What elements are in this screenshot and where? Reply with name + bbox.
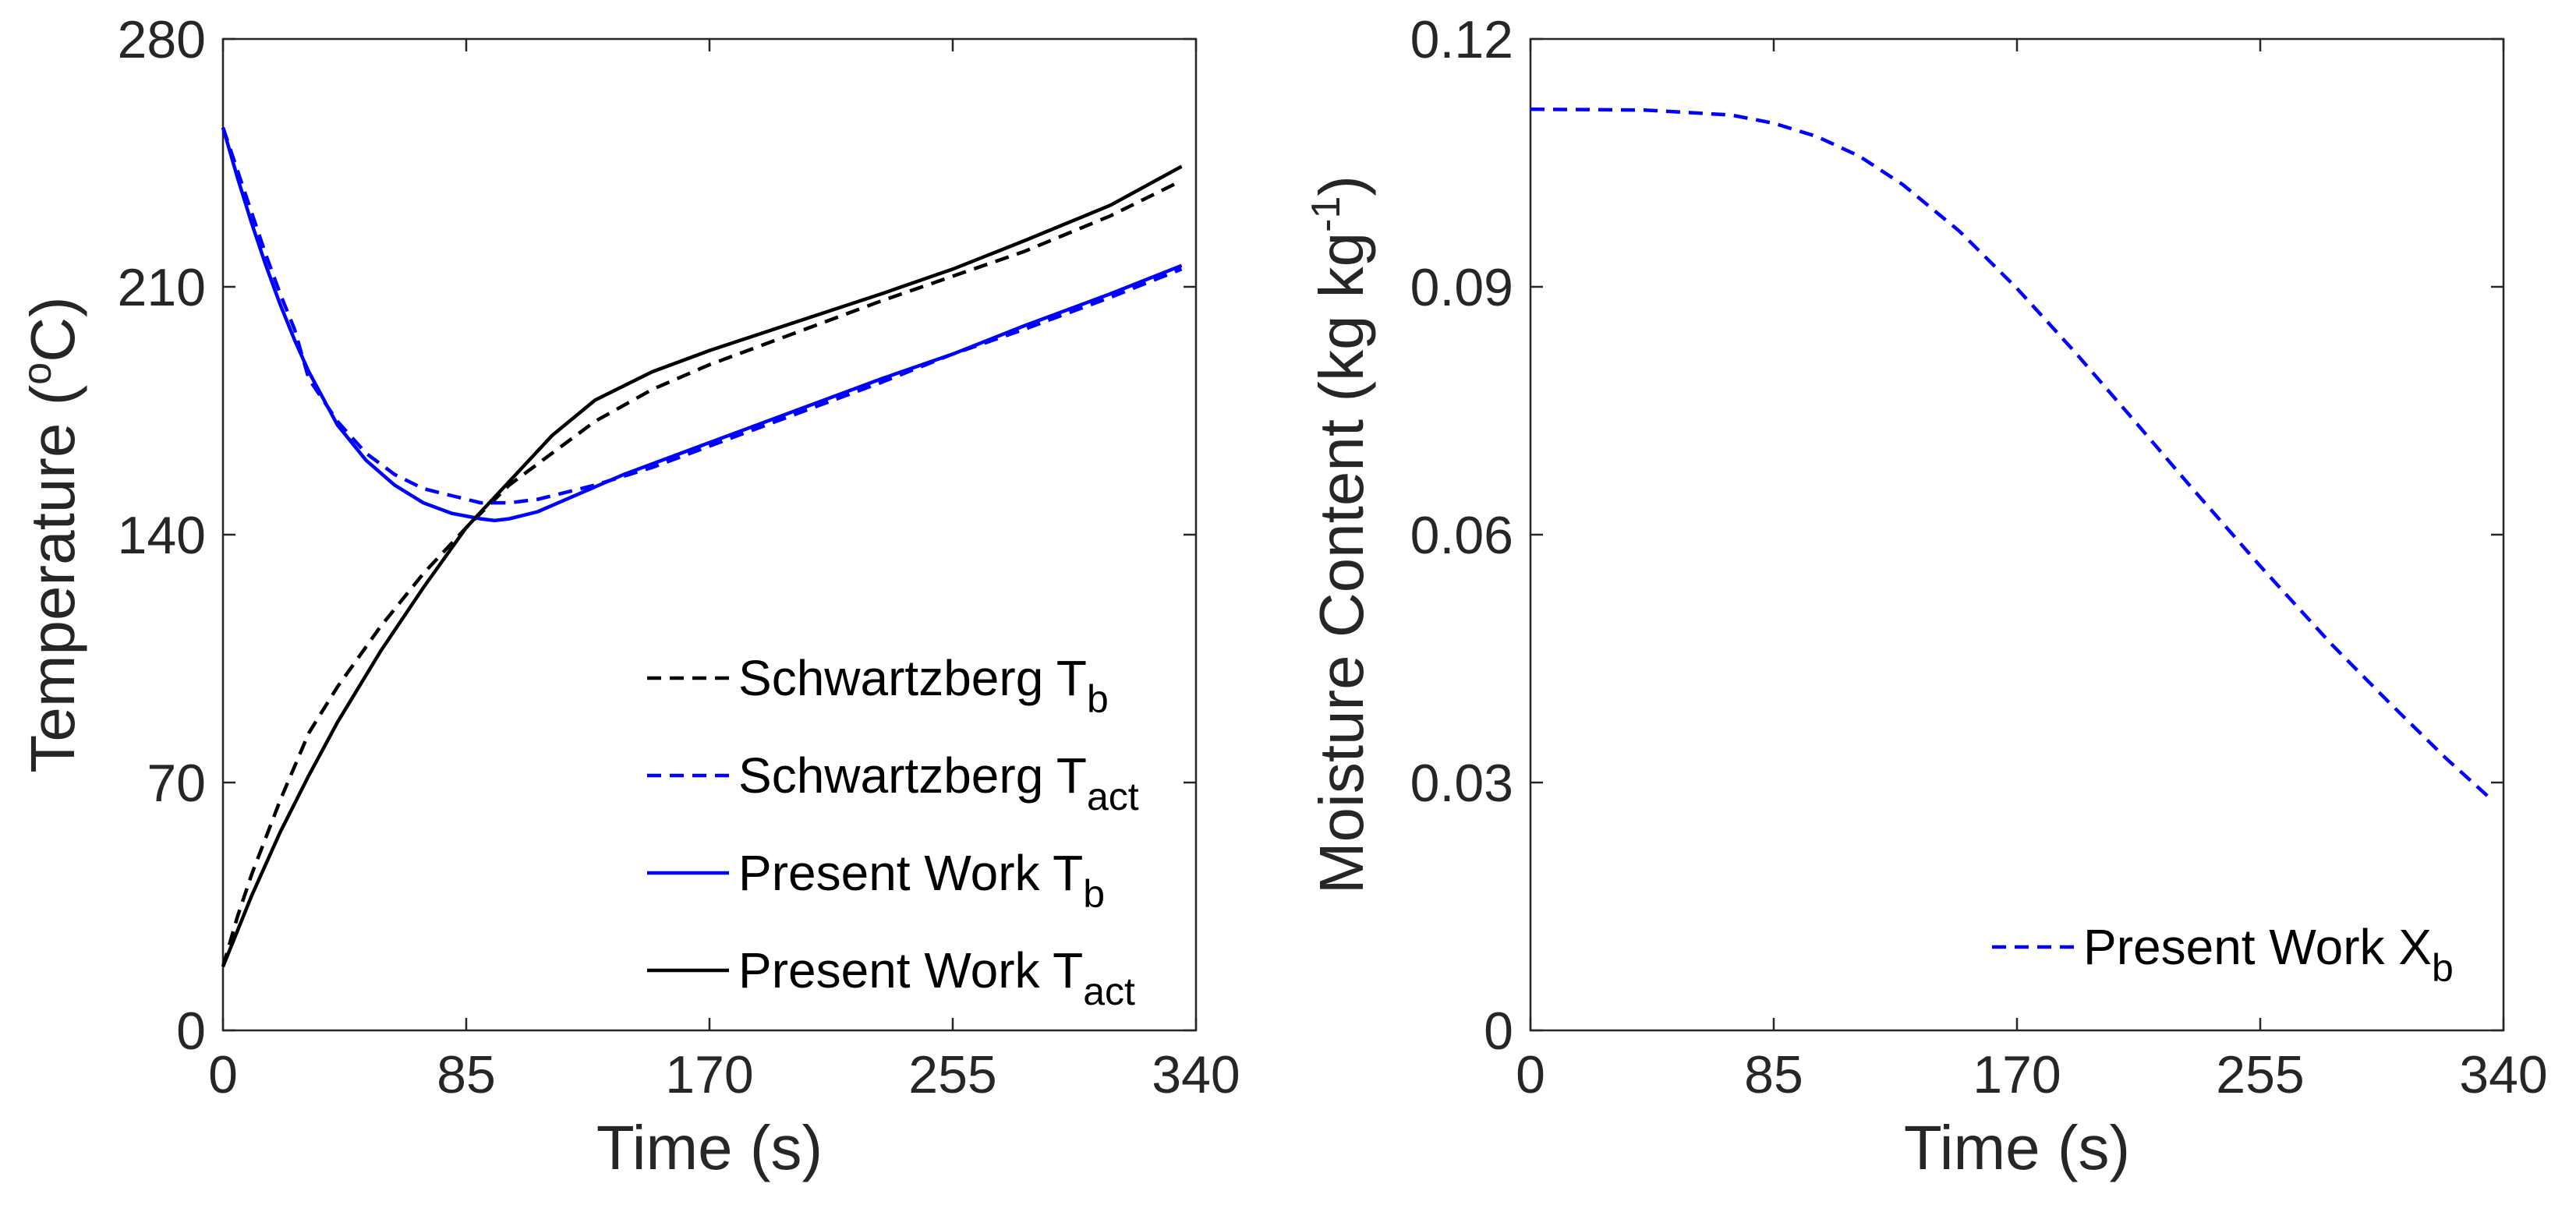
temperature-series-line-3 — [221, 126, 1183, 523]
temperature-x-tick-label: 340 — [1152, 1045, 1240, 1104]
temperature-chart: 0 85 170 255 340 0 70 140 210 280 Time (s) Temper… — [15, 10, 1240, 1182]
temperature-y-tick-label: 280 — [118, 10, 206, 69]
moisture-y-tick-label: 0 — [1484, 1002, 1513, 1061]
temperature-legend-name: Schwartzberg T — [738, 650, 1087, 706]
moisture-y-tick-label: 0.12 — [1410, 10, 1513, 69]
temperature-series-lines — [221, 126, 1183, 968]
moisture-y-axis-label-sup: -1 — [1304, 196, 1349, 232]
moisture-series-line-1 — [1530, 107, 2491, 799]
moisture-x-axis-label: Time (s) — [1904, 1113, 2130, 1182]
moisture-x-tick-label: 0 — [1516, 1045, 1545, 1104]
temperature-legend-name: Present Work T — [738, 942, 1083, 998]
temperature-legend-label: Present Work Tb — [738, 845, 1105, 916]
moisture-x-tick-label: 340 — [2459, 1045, 2547, 1104]
moisture-ticks: 0 85 170 255 340 0 0.03 0.06 0.09 0.12 — [1410, 10, 2548, 1104]
temperature-legend-name: Present Work T — [738, 845, 1083, 901]
moisture-y-tick-label: 0.06 — [1410, 506, 1513, 565]
moisture-legend-subscript: b — [2432, 946, 2454, 990]
temperature-legend-label: Present Work Tact — [738, 942, 1135, 1013]
temperature-ticks: 0 85 170 255 340 0 70 140 210 280 — [118, 10, 1240, 1104]
moisture-plot-frame — [1529, 37, 2505, 1032]
moisture-legend-name: Present Work X — [2083, 919, 2432, 975]
temperature-y-axis-label-unit: C) — [18, 296, 87, 362]
moisture-legend: Present Work Xb — [1992, 919, 2454, 990]
temperature-x-tick-label: 170 — [665, 1045, 753, 1104]
temperature-x-axis-label: Time (s) — [596, 1113, 823, 1182]
moisture-series-lines — [1530, 107, 2491, 799]
temperature-legend-subscript: b — [1087, 677, 1109, 721]
temperature-legend-label: Schwartzberg Tb — [738, 650, 1109, 721]
temperature-legend-subscript: act — [1083, 970, 1135, 1013]
temperature-y-tick-label: 70 — [147, 754, 206, 813]
temperature-series-line-2 — [221, 126, 1183, 505]
moisture-legend-label: Present Work Xb — [2083, 919, 2454, 990]
temperature-legend-subscript: act — [1087, 775, 1139, 818]
moisture-y-tick-label: 0.09 — [1410, 258, 1513, 317]
moisture-y-axis-label-text: Moisture Content (kg kg — [1307, 232, 1376, 894]
moisture-y-tick-label: 0.03 — [1410, 754, 1513, 813]
temperature-y-tick-label: 0 — [176, 1002, 206, 1061]
temperature-y-axis-label-text: Temperature ( — [18, 384, 87, 772]
moisture-y-axis-label: Moisture Content (kg kg-1) — [1304, 175, 1376, 894]
temperature-y-axis-label: Temperature (oC) — [15, 296, 87, 772]
temperature-legend-name: Schwartzberg T — [738, 747, 1087, 804]
temperature-series-line-4 — [221, 164, 1183, 968]
moisture-chart: 0 85 170 255 340 0 0.03 0.06 0.09 0.12 Time (s) M… — [1304, 10, 2548, 1182]
temperature-y-tick-label: 140 — [118, 506, 206, 565]
temperature-series-line-1 — [221, 178, 1183, 967]
temperature-legend-label: Schwartzberg Tact — [738, 747, 1139, 818]
moisture-y-axis-label-unit: ) — [1307, 175, 1376, 196]
moisture-x-tick-label: 255 — [2216, 1045, 2304, 1104]
moisture-x-tick-label: 85 — [1744, 1045, 1803, 1104]
temperature-x-tick-label: 255 — [908, 1045, 996, 1104]
temperature-x-tick-label: 85 — [437, 1045, 496, 1104]
temperature-x-tick-label: 0 — [208, 1045, 238, 1104]
temperature-y-tick-label: 210 — [118, 258, 206, 317]
moisture-x-tick-label: 170 — [1973, 1045, 2061, 1104]
temperature-legend-subscript: b — [1083, 872, 1105, 916]
temperature-y-axis-label-sup: o — [15, 362, 60, 385]
